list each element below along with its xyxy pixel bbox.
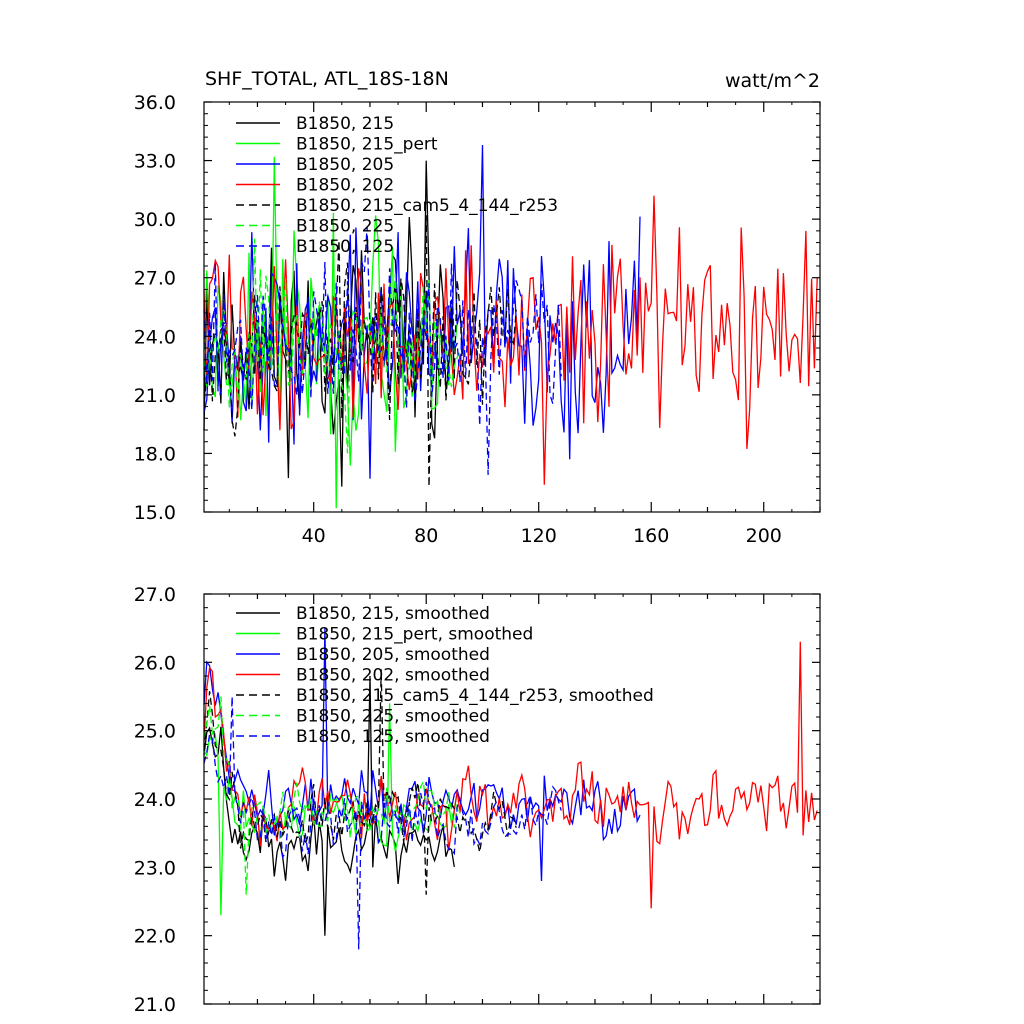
x-tick-label: 120	[521, 525, 557, 547]
y-tick-label: 24.0	[134, 789, 176, 811]
legend-label: B1850, 215_cam5_4_144_r253	[296, 196, 558, 216]
legend-label: B1850, 225, smoothed	[296, 707, 490, 727]
legend-label: B1850, 125	[296, 237, 394, 257]
legend-label: B1850, 125, smoothed	[296, 727, 490, 747]
legend-label: B1850, 205, smoothed	[296, 645, 490, 665]
series-line-4	[203, 195, 818, 485]
y-tick-label: 15.0	[134, 502, 176, 524]
legend-label: B1850, 215, smoothed	[296, 604, 490, 624]
y-tick-label: 33.0	[134, 151, 176, 173]
y-tick-label: 18.0	[134, 443, 176, 465]
top-panel: 15.0 18.0 21.0 24.0 27.0 30.0 33.0 36.0 40 80 120 1…	[134, 92, 821, 547]
legend-label: B1850, 215_pert	[296, 135, 438, 155]
series-line-4	[203, 641, 818, 909]
y-tick-label: 30.0	[134, 209, 176, 231]
series-line-7	[203, 226, 562, 475]
y-tick-label: 36.0	[134, 92, 176, 114]
x-tick-label: 200	[746, 525, 782, 547]
x-tick-label: 160	[633, 525, 669, 547]
top-chart-title: SHF_TOTAL, ATL_18S-18N	[205, 68, 449, 90]
y-tick-label: 23.0	[134, 857, 176, 879]
y-tick-label: 24.0	[134, 326, 176, 348]
bottom-panel: 21.0 22.0 23.0 24.0 25.0 26.0 27.0 B1850, 215, …	[134, 584, 821, 1016]
y-tick-label: 22.0	[134, 926, 176, 948]
legend-label: B1850, 215_pert, smoothed	[296, 625, 533, 645]
plot-frame	[203, 101, 821, 513]
x-tick-label: 80	[414, 525, 438, 547]
series-line-3	[203, 628, 641, 882]
x-tick-label: 40	[302, 525, 326, 547]
series-line-6	[203, 696, 461, 895]
y-tick-label: 27.0	[134, 268, 176, 290]
series-line-6	[203, 238, 461, 454]
series-line-3	[203, 144, 641, 479]
y-tick-label: 21.0	[134, 385, 176, 407]
legend-label: B1850, 215_cam5_4_144_r253, smoothed	[296, 686, 654, 706]
legend-label: B1850, 205	[296, 155, 394, 175]
series-line-5	[203, 669, 517, 895]
series-line-5	[203, 215, 517, 487]
y-tick-label: 25.0	[134, 721, 176, 743]
y-tick-label: 21.0	[134, 994, 176, 1016]
legend-label: B1850, 225	[296, 217, 394, 237]
top-chart-units: watt/m^2	[725, 70, 820, 92]
y-tick-label: 26.0	[134, 652, 176, 674]
legend-label: B1850, 202, smoothed	[296, 666, 490, 686]
y-tick-label: 27.0	[134, 584, 176, 606]
legend-label: B1850, 202	[296, 176, 394, 196]
series-line-7	[203, 696, 562, 950]
legend-label: B1850, 215	[296, 114, 394, 134]
series-line-1	[203, 675, 455, 936]
